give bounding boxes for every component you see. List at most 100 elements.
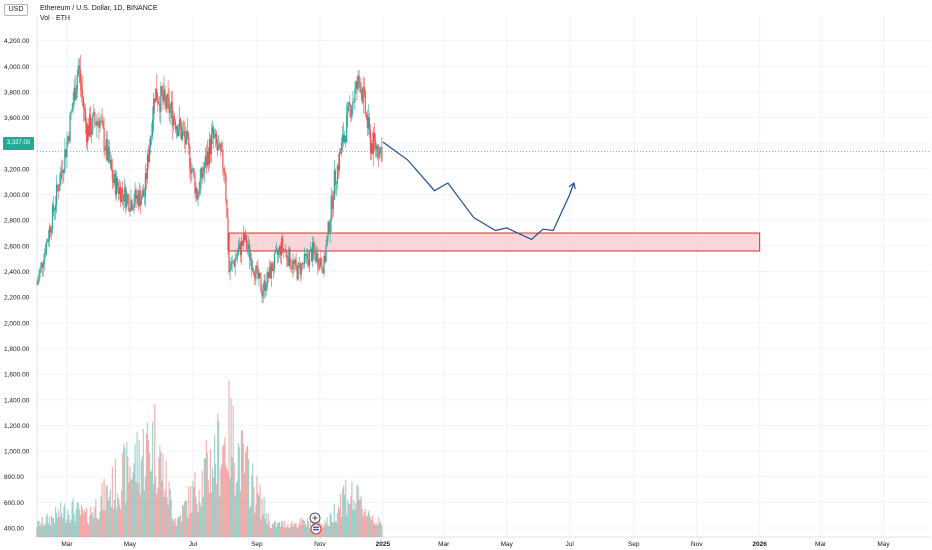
- candle-body: [174, 121, 176, 130]
- x-tick-label: Mar: [438, 541, 450, 548]
- volume-bar: [177, 516, 180, 537]
- volume-bar: [264, 518, 266, 537]
- candle-body: [68, 136, 70, 142]
- candle-body: [248, 244, 250, 249]
- volume-bar: [229, 478, 231, 537]
- volume-bar: [359, 498, 361, 537]
- candle-body: [369, 129, 372, 154]
- volume-bar: [201, 470, 203, 537]
- volume-bar: [36, 527, 38, 537]
- candle-body: [194, 175, 196, 194]
- volume-bar: [253, 486, 255, 537]
- support-zone[interactable]: [228, 232, 761, 252]
- volume-bar: [168, 481, 170, 537]
- candle-body: [207, 151, 209, 165]
- candle-body: [355, 81, 357, 89]
- volume-bar: [129, 466, 131, 537]
- volume-bar: [161, 481, 163, 537]
- symbol-title: Ethereum / U.S. Dollar, 1D, BINANCE: [40, 5, 158, 12]
- volume-bar: [100, 496, 102, 537]
- candle-body: [276, 249, 279, 256]
- candle-body: [269, 266, 271, 279]
- candle-body: [40, 262, 42, 268]
- candle-body: [376, 145, 378, 150]
- volume-bar: [210, 492, 213, 537]
- candle-body: [250, 258, 252, 260]
- volume-bar: [250, 505, 252, 537]
- volume-bar: [277, 523, 280, 537]
- volume-bar: [48, 516, 50, 537]
- candle-body: [339, 151, 342, 154]
- candle-body: [348, 102, 350, 106]
- volume-bar: [341, 488, 344, 537]
- volume-bar: [304, 524, 307, 537]
- volume-bar: [164, 489, 166, 537]
- volume-bar: [75, 508, 77, 537]
- volume-bar: [95, 499, 97, 537]
- candle-body: [141, 190, 143, 199]
- volume-bar: [303, 520, 305, 537]
- candle-body: [128, 196, 130, 211]
- candle-body: [263, 280, 265, 292]
- candle-body: [103, 127, 105, 151]
- volume-bar: [99, 511, 101, 537]
- volume-bar: [343, 485, 345, 537]
- candle-body: [239, 243, 241, 256]
- volume-bar: [197, 512, 199, 537]
- x-tick-label: Jul: [566, 541, 575, 548]
- volume-bar: [199, 502, 201, 537]
- y-axis: 4,200.004,000.003,800.003,600.003,400.00…: [4, 38, 30, 532]
- plus-circle-icon[interactable]: [309, 512, 321, 524]
- candle-body: [100, 120, 102, 122]
- candle-body: [362, 86, 364, 103]
- volume-bar: [135, 481, 137, 537]
- candle-body: [186, 130, 188, 144]
- candle-body: [233, 262, 235, 267]
- candle-body: [180, 126, 183, 140]
- volume-bar: [361, 508, 363, 537]
- candle-body: [77, 65, 79, 76]
- flag-icon[interactable]: [310, 523, 322, 535]
- volume-bar: [301, 518, 303, 537]
- candle-body: [225, 175, 227, 201]
- currency-selector[interactable]: USD: [4, 4, 28, 16]
- volume-bar: [225, 465, 227, 537]
- candle-body: [217, 144, 219, 151]
- support-zone-rect[interactable]: [228, 232, 761, 252]
- volume-bar: [376, 523, 378, 537]
- candle-body: [160, 86, 162, 112]
- volume-bar: [158, 457, 160, 537]
- candle-body: [93, 112, 95, 115]
- candle-body: [206, 151, 208, 166]
- candle-body: [267, 271, 269, 279]
- volume-bar: [98, 519, 100, 537]
- volume-bar: [263, 497, 265, 537]
- candle-body: [245, 234, 248, 249]
- candle-body: [295, 259, 297, 267]
- volume-bar: [118, 504, 121, 537]
- candle-body: [107, 147, 109, 160]
- volume-bar: [330, 514, 332, 537]
- volume-bar: [131, 479, 133, 537]
- candle-body: [213, 136, 216, 138]
- volume-bar: [85, 507, 88, 537]
- candle-body: [330, 195, 332, 222]
- volume-bar: [370, 519, 373, 537]
- candle-body: [318, 266, 320, 269]
- y-tick-label: 400.00: [4, 526, 24, 533]
- volume-bar: [58, 509, 60, 537]
- volume-bar: [272, 524, 275, 537]
- volume-bar: [351, 481, 353, 537]
- volume-bar: [110, 507, 112, 537]
- candle-body: [154, 98, 156, 103]
- candle-body: [201, 167, 203, 178]
- projection-path[interactable]: [382, 141, 576, 241]
- candle-body: [96, 120, 98, 126]
- volume-bar: [51, 517, 54, 537]
- volume-bar: [94, 507, 96, 537]
- volume-bar: [240, 430, 243, 537]
- candle-body: [136, 195, 138, 200]
- volume-bar: [247, 445, 249, 537]
- volume-bar: [57, 517, 59, 537]
